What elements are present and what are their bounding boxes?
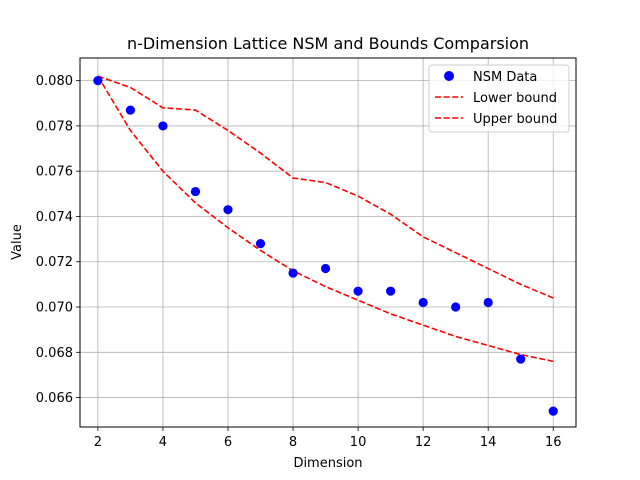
y-tick-label: 0.066 xyxy=(36,391,73,406)
data-point-nsm-data xyxy=(223,205,233,215)
chart-title: n-Dimension Lattice NSM and Bounds Compa… xyxy=(127,34,529,53)
x-tick-label: 6 xyxy=(224,435,232,450)
legend-frame xyxy=(428,64,570,133)
legend-marker-nsm-data xyxy=(444,71,454,81)
legend: NSM Data Lower bound Upper bound xyxy=(428,64,570,133)
data-point-nsm-data xyxy=(320,263,331,274)
plot-series xyxy=(93,75,558,416)
x-tick-label: 8 xyxy=(289,435,297,450)
data-point-nsm-data xyxy=(548,406,558,416)
axis-ticks: 2 4 6 8 10 12 14 16 0.066 0.068 0.070 0.072 0.074 0.0… xyxy=(36,74,562,450)
x-tick-label: 12 xyxy=(415,435,432,450)
y-tick-label: 0.068 xyxy=(36,346,73,361)
data-point-nsm-data xyxy=(93,76,103,86)
x-tick-label: 10 xyxy=(350,435,367,450)
x-tick-label: 16 xyxy=(545,435,562,450)
data-point-nsm-data xyxy=(190,186,201,197)
y-tick-label: 0.074 xyxy=(36,210,73,225)
data-point-nsm-data xyxy=(353,286,363,296)
y-tick-label: 0.072 xyxy=(36,255,73,270)
data-point-nsm-data xyxy=(386,286,396,296)
x-tick-label: 14 xyxy=(480,435,497,450)
y-tick-label: 0.076 xyxy=(36,165,73,180)
data-point-nsm-data xyxy=(516,354,526,364)
x-axis-label: Dimension xyxy=(293,456,362,471)
legend-label-upper-bound: Upper bound xyxy=(473,112,557,127)
plot-frame xyxy=(79,57,577,428)
data-point-nsm-data xyxy=(255,239,266,249)
data-point-nsm-data xyxy=(288,268,298,278)
legend-label-nsm-data: NSM Data xyxy=(473,70,537,85)
data-point-nsm-data xyxy=(451,302,461,312)
y-tick-label: 0.080 xyxy=(36,74,73,89)
data-point-nsm-data xyxy=(125,105,136,115)
data-point-nsm-data xyxy=(483,297,493,308)
series-line-lower-bound xyxy=(97,75,554,363)
y-tick-label: 0.078 xyxy=(36,119,73,134)
data-point-nsm-data xyxy=(158,121,168,131)
y-axis-label: Value xyxy=(10,224,25,260)
x-tick-label: 2 xyxy=(94,435,102,450)
x-tick-label: 4 xyxy=(159,435,167,450)
y-tick-label: 0.070 xyxy=(36,301,73,316)
data-point-nsm-data xyxy=(418,297,428,308)
legend-label-lower-bound: Lower bound xyxy=(473,91,557,106)
